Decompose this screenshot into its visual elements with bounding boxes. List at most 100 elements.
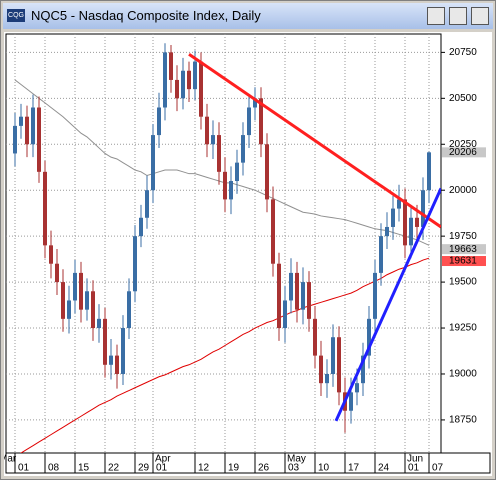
x-tick-label: 12	[198, 463, 210, 474]
y-tick-label: 18750	[449, 415, 477, 426]
candle-body	[139, 217, 143, 237]
candle-body	[49, 245, 53, 264]
close-button[interactable]	[471, 7, 489, 25]
candle-body	[385, 226, 389, 237]
y-tick-label: 20000	[449, 185, 477, 196]
y-tick-label: 20500	[449, 93, 477, 104]
candle-body	[217, 135, 221, 172]
moving-average	[14, 79, 430, 246]
x-tick-label: 24	[378, 463, 390, 474]
candle-body	[403, 199, 407, 246]
candle-body	[151, 135, 155, 191]
candle-body	[379, 236, 383, 273]
x-tick-label: 03	[288, 463, 300, 474]
candle-body	[103, 318, 107, 365]
candle-body	[121, 328, 125, 374]
candle-body	[295, 272, 299, 310]
candle-body	[373, 272, 377, 319]
candle-body	[19, 116, 23, 126]
candle-body	[253, 98, 257, 108]
candle-body	[25, 116, 29, 145]
x-tick-label: 26	[258, 463, 270, 474]
axis-frame	[5, 452, 491, 474]
x-tick-label: 01	[156, 463, 168, 474]
candle-body	[355, 383, 359, 393]
candle-body	[145, 190, 149, 218]
candle-body	[391, 208, 395, 227]
x-tick-label: 01	[18, 463, 30, 474]
candle-body	[199, 61, 203, 117]
maximize-button[interactable]	[449, 7, 467, 25]
y-tick-label: 19750	[449, 231, 477, 242]
month-label: Mar	[4, 454, 17, 465]
candle-body	[85, 291, 89, 310]
month-label: May	[287, 454, 306, 465]
candle-body	[109, 355, 113, 365]
price-tag-label: 20206	[449, 147, 477, 158]
candle-body	[241, 135, 245, 163]
candle-body	[415, 217, 419, 227]
candle-body	[229, 181, 233, 200]
candle-body	[277, 263, 281, 329]
price-tag	[442, 147, 486, 158]
x-tick-label: 07	[432, 463, 444, 474]
candle-body	[13, 125, 17, 154]
candle-body	[175, 79, 179, 99]
plot	[6, 34, 441, 453]
month-label: Jun	[407, 454, 423, 465]
y-tick-label: 19500	[449, 277, 477, 288]
candle-body	[301, 282, 305, 310]
candle-body	[319, 355, 323, 384]
candle-body	[127, 291, 131, 329]
candle-body	[337, 337, 341, 393]
y-tick-label: 19000	[449, 369, 477, 380]
x-tick-label: 15	[78, 463, 90, 474]
candle-body	[37, 107, 41, 172]
candle-body	[421, 190, 425, 227]
x-tick-label: 17	[348, 463, 360, 474]
icon: CQG	[7, 9, 25, 22]
candle-body	[163, 52, 167, 108]
title-bar: CQG NQC5 - Nasdaq Composite Index, Daily	[3, 3, 493, 29]
price-tag-label: 19631	[449, 256, 477, 267]
candle-body	[331, 337, 335, 374]
candle-body	[43, 171, 47, 246]
candle-body	[67, 300, 71, 319]
minimize-button[interactable]	[427, 7, 445, 25]
candle-body	[31, 107, 35, 145]
candle-body	[157, 107, 161, 136]
price-tag	[442, 244, 486, 255]
candle-body	[211, 135, 215, 145]
candle-body	[427, 152, 431, 191]
candle-body	[115, 355, 119, 374]
month-label: Apr	[155, 454, 171, 465]
y-tick-label: 20250	[449, 139, 477, 150]
window-title: NQC5 - Nasdaq Composite Index, Daily	[31, 8, 261, 23]
candle-body	[61, 282, 65, 319]
candle-body	[265, 144, 269, 200]
candle-body	[181, 70, 185, 99]
candle-body	[235, 162, 239, 182]
candle-body	[187, 70, 191, 90]
candle-body	[193, 61, 197, 90]
y-tick-label: 20750	[449, 47, 477, 58]
candle-body	[325, 373, 329, 384]
x-tick-label: 08	[48, 463, 60, 474]
x-tick-label: 22	[108, 463, 120, 474]
chart: 18750 19000 19250 19500 19750 20000 20250 20500…	[4, 32, 492, 476]
candle-body	[367, 318, 371, 356]
candle-body	[55, 263, 59, 283]
candle-body	[409, 217, 413, 246]
plot-frame	[5, 33, 442, 454]
candle-body	[361, 355, 365, 384]
x-tick-label: 10	[318, 463, 330, 474]
candle-body	[283, 300, 287, 329]
candle-body	[223, 171, 227, 200]
trendline	[188, 52, 441, 229]
x-tick-label: 01	[408, 463, 420, 474]
y-tick-label: 19250	[449, 323, 477, 334]
candle-body	[73, 272, 77, 301]
trendline	[334, 187, 441, 422]
candle-body	[205, 116, 209, 145]
moving-average	[20, 257, 430, 453]
